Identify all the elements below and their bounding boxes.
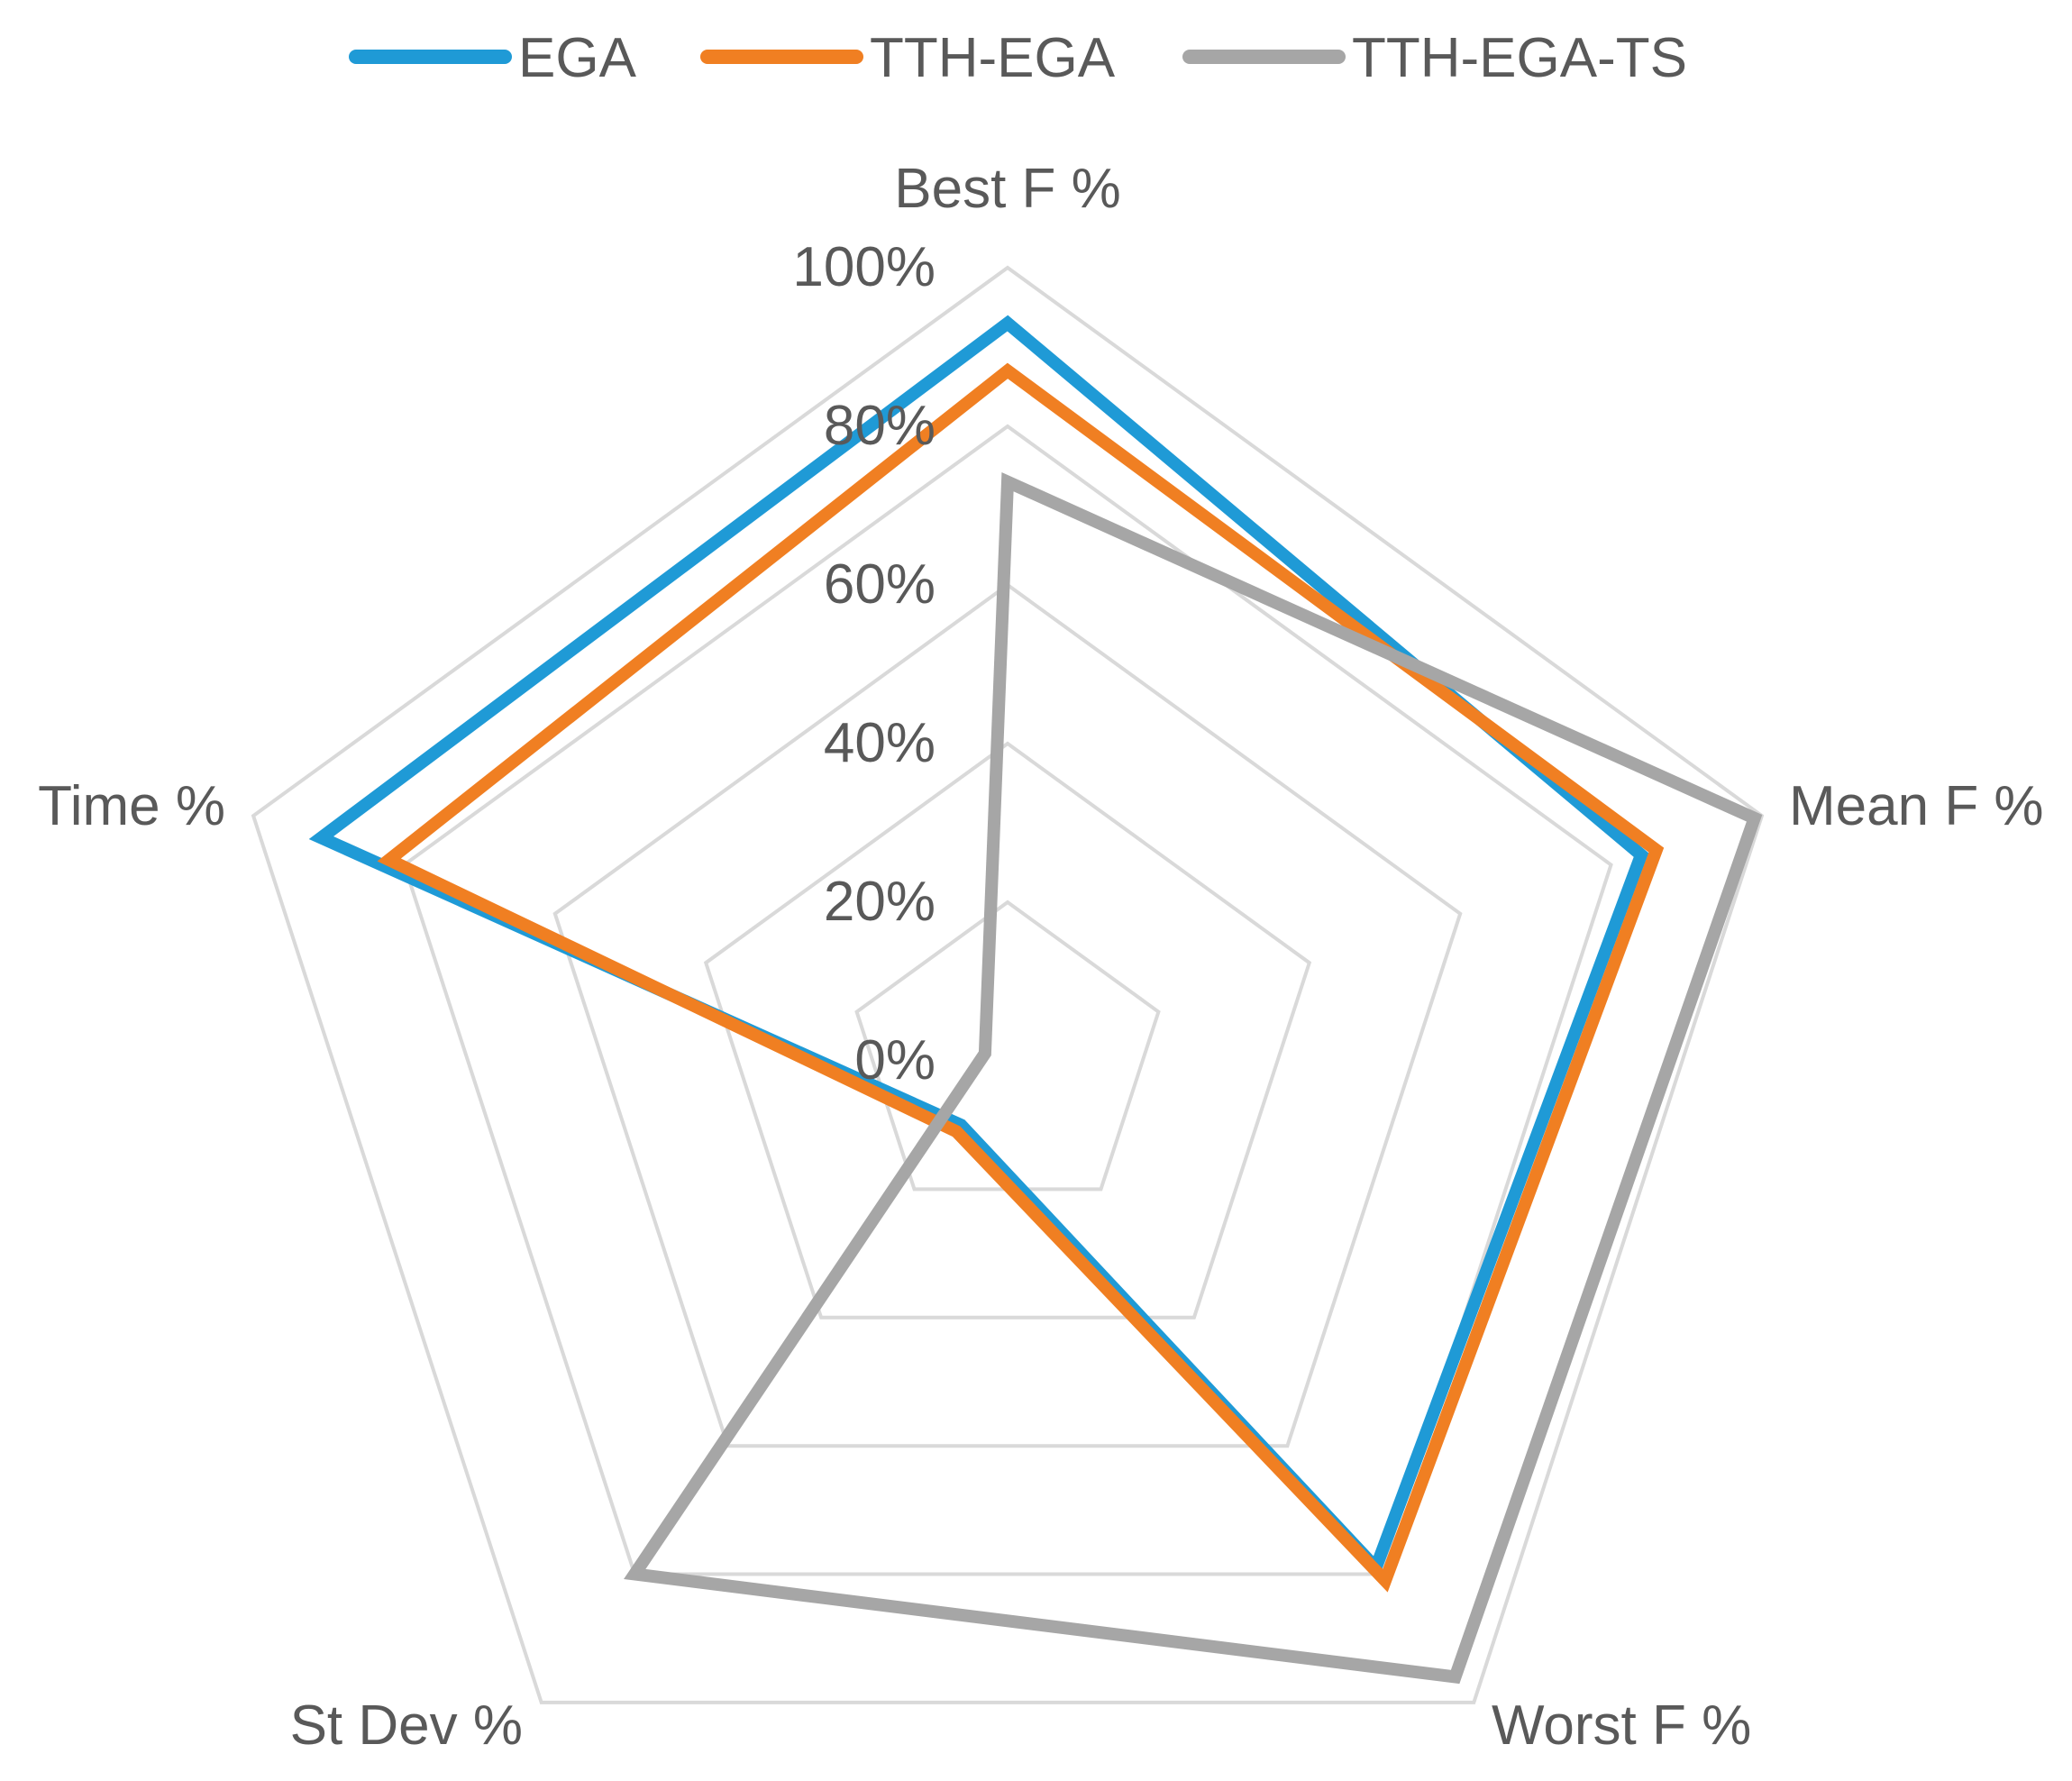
axis-label-worst-f: Worst F % (1492, 1694, 1751, 1757)
radar-series (308, 315, 1763, 1685)
axis-label-best-f: Best F % (894, 158, 1121, 220)
legend-label-tth-ega: TTH-EGA (870, 27, 1116, 89)
grid-ring-60-pct (552, 582, 1463, 1448)
axis-label-mean-f: Mean F % (1789, 775, 2044, 837)
tick-label-40-pct: 40% (824, 712, 936, 774)
radial-tick-labels: 0% 20% 40% 60% 80% 100% (792, 236, 936, 1091)
axis-labels: Best F % Mean F % Worst F % St Dev % Time % (38, 158, 2043, 1757)
series-line-ega (308, 315, 1649, 1580)
radar-grid (251, 265, 1765, 1704)
axis-label-st-dev: St Dev % (290, 1694, 523, 1757)
axis-label-time: Time % (38, 775, 225, 837)
tick-label-60-pct: 60% (824, 553, 936, 616)
legend-label-tth-ega-ts: TTH-EGA-TS (1352, 27, 1687, 89)
tick-label-0-pct: 0% (854, 1029, 936, 1091)
tick-label-100-pct: 100% (792, 236, 936, 298)
series-line-tth-ega (377, 362, 1665, 1593)
legend: EGA TTH-EGA TTH-EGA-TS (349, 27, 1687, 89)
series-line-tth-ega-ts (624, 471, 1763, 1685)
grid-ring-100-pct (251, 265, 1765, 1704)
grid-ring-80-pct (402, 424, 1613, 1576)
tick-label-20-pct: 20% (824, 871, 936, 933)
legend-label-ega: EGA (518, 27, 637, 89)
tick-label-80-pct: 80% (824, 395, 936, 457)
grid-ring-40-pct (703, 741, 1312, 1320)
